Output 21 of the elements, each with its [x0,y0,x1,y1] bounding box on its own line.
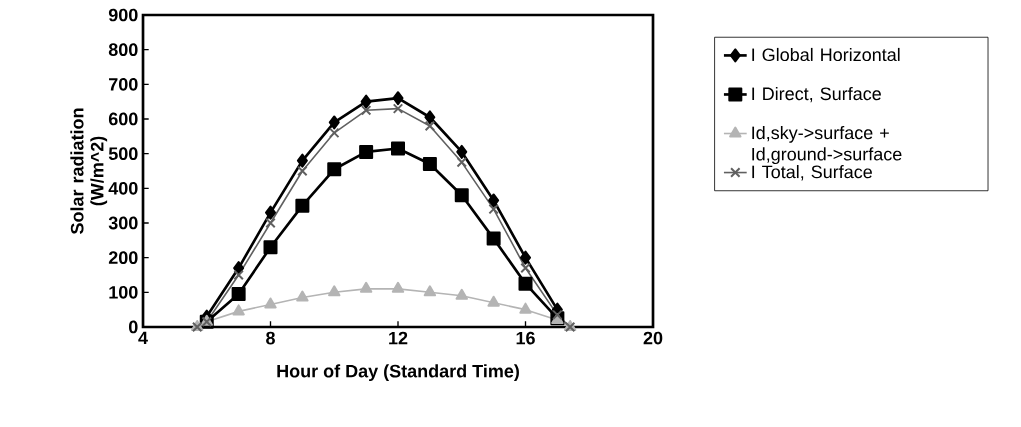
x-tick-label: 16 [516,331,535,345]
y-tick-label: 500 [108,147,138,161]
x-tick-label: 12 [389,331,408,345]
y-tick-label: 200 [108,251,138,265]
y-axis-title: Solar radiation (W/m^2) [70,108,108,234]
y-tick-label: 900 [108,8,138,22]
legend-label: Id,sky->surface + Id,ground->surface [752,125,902,165]
y-tick-label: 0 [129,320,138,334]
x-tick-label: 20 [643,331,663,345]
x-tick-label: 4 [138,331,148,345]
x-tick-label: 8 [266,331,275,345]
legend-label: I Global Horizontal [752,47,900,62]
y-tick-label: 100 [109,285,138,299]
y-tick-label: 700 [109,77,138,91]
x-axis-title: Hour of Day (Standard Time) [277,364,519,382]
y-tick-label: 300 [108,216,138,230]
y-tick-label: 800 [108,43,138,57]
legend-label: I Direct, Surface [752,86,881,103]
y-tick-label: 600 [108,112,138,126]
y-tick-label: 400 [108,181,138,195]
legend-label: I Total, Surface [752,165,872,181]
